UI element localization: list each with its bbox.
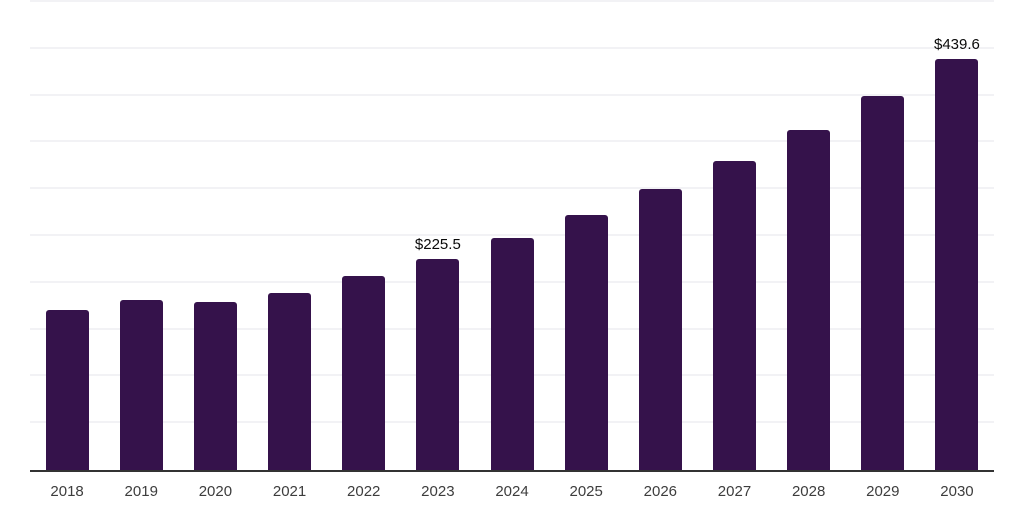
bar-column-2026 [623, 2, 697, 470]
x-tick-2026: 2026 [643, 483, 678, 500]
bar-2027 [712, 160, 756, 470]
x-tick-2028: 2028 [791, 483, 826, 500]
bar-column-2021 [252, 2, 326, 470]
bar-column-2019 [104, 2, 178, 470]
bar-column-2029 [846, 2, 920, 470]
x-tick-2022: 2022 [347, 483, 381, 500]
bar-2030 [935, 58, 979, 470]
x-tick-2025: 2025 [569, 483, 603, 500]
bar-column-2028 [772, 2, 846, 470]
bars-row: $225.5 $439.6 [30, 2, 994, 470]
x-tick-2021: 2021 [272, 483, 307, 500]
x-tick-2029: 2029 [866, 483, 900, 500]
gridline-450 [30, 46, 994, 49]
bar-2025 [564, 214, 608, 470]
data-label-2023: $225.5 [414, 235, 461, 253]
bar-2021 [268, 292, 312, 470]
x-tick-2027: 2027 [717, 483, 752, 500]
x-tick-2018: 2018 [50, 483, 84, 500]
x-tick-2019: 2019 [124, 483, 158, 500]
gridline-250 [30, 234, 994, 236]
bar-2019 [119, 300, 163, 470]
x-tick-2024: 2024 [495, 483, 529, 500]
x-axis-line [30, 470, 994, 472]
gridline-350 [30, 140, 994, 143]
x-tick-2030: 2030 [940, 483, 974, 500]
bar-2028 [787, 130, 831, 470]
bar-column-2030: $439.6 [920, 2, 994, 470]
bar-2020 [193, 302, 237, 470]
data-label-2030: $439.6 [934, 35, 980, 53]
x-axis-labels: 2018 2019 2020 2021 2022 2023 2024 2025 2026 2027… [30, 482, 994, 502]
bar-2018 [45, 309, 89, 470]
gridline-500 [30, 0, 994, 2]
bar-column-2020 [178, 2, 252, 470]
gridline-300 [30, 187, 994, 190]
bar-2026 [638, 189, 682, 470]
bar-2024 [490, 237, 534, 470]
gridline-400 [30, 93, 994, 96]
bar-column-2024 [475, 2, 549, 470]
bar-column-2022 [327, 2, 401, 470]
bar-2022 [342, 276, 386, 470]
x-tick-2020: 2020 [198, 483, 233, 500]
bar-2023 [416, 258, 460, 470]
x-tick-2023: 2023 [421, 483, 455, 500]
plot-area: $225.5 $439.6 [30, 0, 994, 472]
bar-column-2018 [30, 2, 104, 470]
bar-2029 [861, 95, 905, 470]
bar-column-2023: $225.5 [401, 2, 475, 470]
bar-column-2027 [697, 2, 771, 470]
bar-column-2025 [549, 2, 623, 470]
